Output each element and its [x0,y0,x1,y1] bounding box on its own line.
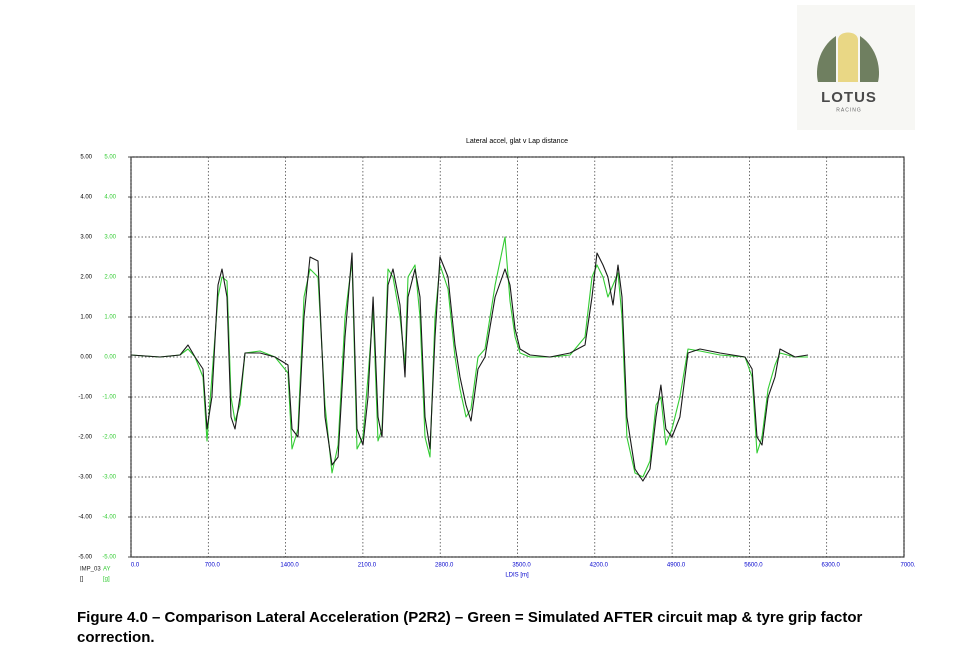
y-tick-label: -2.00 [78,435,92,441]
y-tick-label: 2.00 [80,275,92,281]
logo-subtitle: RACING [836,107,861,113]
y2-tick-label: 5.00 [104,155,116,161]
x-tick-label: 3500.0 [512,563,531,569]
y-tick-label: -1.00 [78,395,92,401]
x-tick-label: 5600.0 [744,563,763,569]
y-tick-label: -5.00 [78,555,92,561]
y2-tick-label: 0.00 [104,355,116,361]
legend-unit: [] [80,577,84,583]
y2-tick-label: 3.00 [104,235,116,241]
x-tick-label: 6300.0 [822,563,841,569]
caption: Figure 4.0 – Comparison Lateral Accelera… [77,609,863,646]
x-tick-label: 1400.0 [280,563,299,569]
y-tick-label: 4.00 [80,195,92,201]
legend-name: AY [103,567,111,573]
y-tick-label: -4.00 [78,515,92,521]
legend-unit: [g] [103,577,110,583]
y2-tick-label: 2.00 [104,275,116,281]
y2-tick-label: -2.00 [102,435,116,441]
y-tick-label: 0.00 [80,355,92,361]
x-tick-label: 0.0 [131,563,140,569]
x-axis-label: LDIS [m] [505,573,529,579]
chart: LOTUS RACING Lateral accel, glat v Lap d… [78,5,916,583]
legend-name: IMP_03 [80,567,101,573]
logo: LOTUS RACING [797,5,915,130]
y2-tick-label: -5.00 [102,555,116,561]
logo-right-leaf [860,36,880,82]
x-tick-label: 7000. [900,563,915,569]
x-tick-label: 700.0 [205,563,221,569]
y2-tick-label: 4.00 [104,195,116,201]
chart-title: Lateral accel, glat v Lap distance [466,138,568,145]
y-tick-label: -3.00 [78,475,92,481]
y2-tick-label: 1.00 [104,315,116,321]
y2-tick-label: -1.00 [102,395,116,401]
y-tick-label: 5.00 [80,155,92,161]
x-tick-label: 4900.0 [667,563,686,569]
x-tick-label: 4200.0 [590,563,609,569]
logo-name: LOTUS [821,89,877,106]
series-line [130,252,809,482]
y-tick-label: 3.00 [80,235,92,241]
x-tick-label: 2800.0 [435,563,454,569]
x-tick-label: 2100.0 [358,563,377,569]
logo-left-leaf [816,36,836,82]
y2-tick-label: -3.00 [102,475,116,481]
y2-tick-label: -4.00 [102,515,116,521]
logo-center [838,32,858,82]
y-tick-label: 1.00 [80,315,92,321]
